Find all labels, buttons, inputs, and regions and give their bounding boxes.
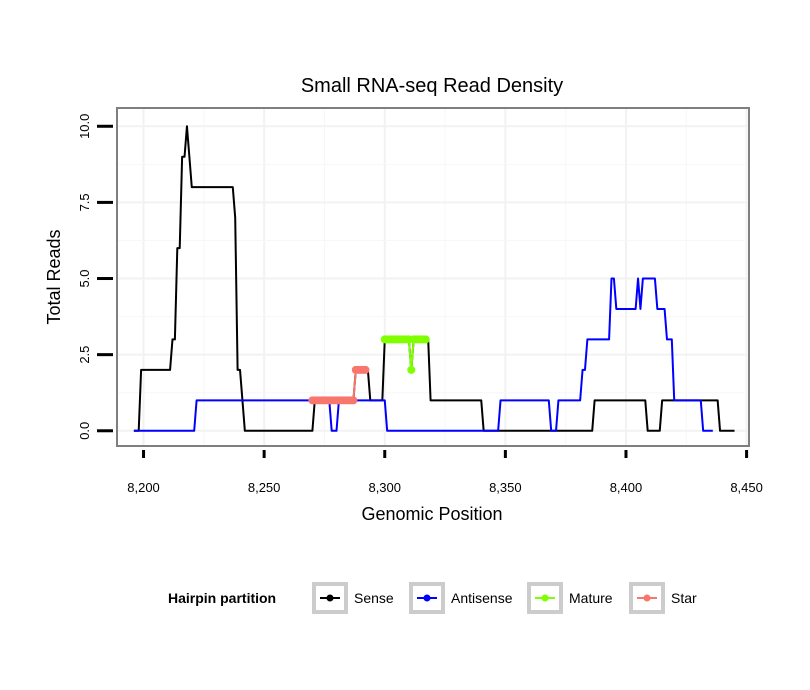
y-tick-label: 10.0 [77, 114, 92, 139]
y-axis-label: Total Reads [44, 229, 64, 324]
x-tick-label: 8,400 [610, 480, 643, 495]
y-tick-label: 2.5 [77, 346, 92, 364]
grid [117, 108, 749, 446]
y-axis: 0.0 2.5 5.0 7.5 10.0 [77, 114, 113, 440]
legend-label: Star [671, 590, 697, 606]
data-point-star [361, 365, 370, 374]
plot-border [116, 107, 750, 447]
x-tick-label: 8,350 [489, 480, 522, 495]
x-tick-label: 8,200 [127, 480, 160, 495]
legend-key [629, 582, 665, 614]
legend-label: Mature [569, 590, 613, 606]
legend-key-marker [541, 594, 549, 602]
data-point-mature [421, 335, 430, 344]
plot-background [117, 108, 749, 446]
data-point-mature [407, 365, 416, 374]
data-point-star [349, 396, 358, 405]
legend-key-marker [423, 594, 431, 602]
legend: Hairpin partition Sense Antisense Mature St… [168, 582, 697, 614]
x-axis: 8,200 8,250 8,300 8,350 8,400 8,450 [127, 450, 763, 495]
x-axis-label: Genomic Position [361, 504, 502, 524]
legend-item-mature: Mature [527, 582, 613, 614]
y-tick-label: 7.5 [77, 193, 92, 211]
legend-key-marker [643, 594, 651, 602]
legend-key [527, 582, 563, 614]
legend-label: Sense [354, 590, 394, 606]
legend-title: Hairpin partition [168, 590, 276, 606]
y-tick-label: 0.0 [77, 422, 92, 440]
chart-title: Small RNA-seq Read Density [301, 75, 563, 97]
legend-item-antisense: Antisense [409, 582, 513, 614]
series-layer [133, 125, 735, 432]
series-line-antisense [133, 277, 713, 432]
legend-item-sense: Sense [312, 582, 394, 614]
x-tick-label: 8,450 [730, 480, 763, 495]
legend-label: Antisense [451, 590, 513, 606]
y-tick-label: 5.0 [77, 269, 92, 287]
x-tick-label: 8,300 [368, 480, 401, 495]
x-tick-label: 8,250 [248, 480, 281, 495]
legend-item-star: Star [629, 582, 697, 614]
legend-key [409, 582, 445, 614]
legend-key-marker [326, 594, 334, 602]
